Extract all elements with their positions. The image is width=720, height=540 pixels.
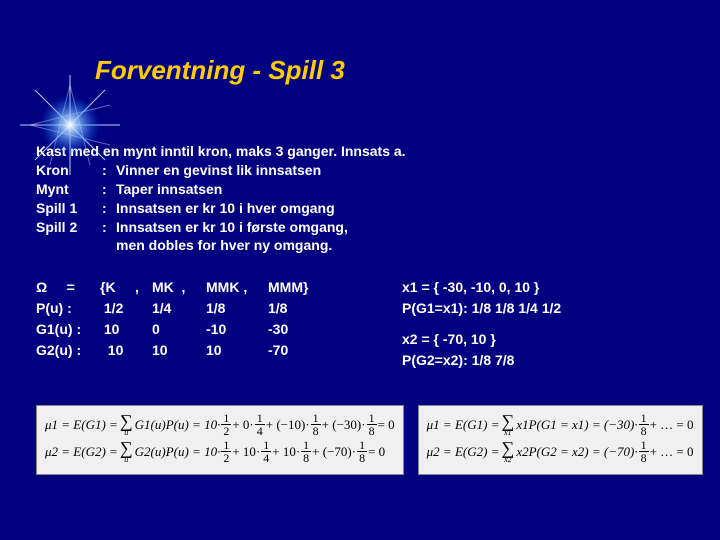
x1-line: x1 = { -30, -10, 0, 10 } (402, 277, 684, 298)
def-row: Spill 1 : Innsatsen er kr 10 i hver omga… (36, 199, 684, 218)
p-g1-line: P(G1=x1): 1/8 1/8 1/4 1/2 (402, 298, 684, 319)
def-text: Innsatsen er kr 10 i første omgang, (116, 218, 684, 237)
formula-box-right: μ1 = E(G1) = ∑x1 x1P(G1 = x1) = (−30)· 1… (418, 405, 703, 475)
omega-table: Ω = {K ,MK ,MMK ,MMM} P(u) : 1/21/41/81/… (36, 277, 384, 371)
def-row: Kron : Vinner en gevinst lik innsatsen (36, 161, 684, 180)
p-g2-line: P(G2=x2): 1/8 7/8 (402, 350, 684, 371)
def-continuation: men dobles for hver ny omgang. (36, 236, 684, 255)
formula-box-left: μ1 = E(G1) = ∑u G1(u)P(u) = 10· 12 + 0·1… (36, 405, 404, 475)
def-text: Taper innsatsen (116, 180, 684, 199)
intro-line: Kast med en mynt inntil kron, maks 3 gan… (36, 142, 684, 161)
def-label: Spill 2 (36, 218, 102, 237)
def-row: Spill 2 : Innsatsen er kr 10 i første om… (36, 218, 684, 237)
def-label: Mynt (36, 180, 102, 199)
def-row: Mynt : Taper innsatsen (36, 180, 684, 199)
distribution-block: x1 = { -30, -10, 0, 10 } P(G1=x1): 1/8 1… (402, 277, 684, 371)
def-text: Vinner en gevinst lik innsatsen (116, 161, 684, 180)
def-label: Kron (36, 161, 102, 180)
x2-line: x2 = { -70, 10 } (402, 329, 684, 350)
def-text: Innsatsen er kr 10 i hver omgang (116, 199, 684, 218)
definitions-block: Kast med en mynt inntil kron, maks 3 gan… (0, 86, 720, 255)
slide-title: Forventning - Spill 3 (0, 0, 720, 86)
def-label: Spill 1 (36, 199, 102, 218)
